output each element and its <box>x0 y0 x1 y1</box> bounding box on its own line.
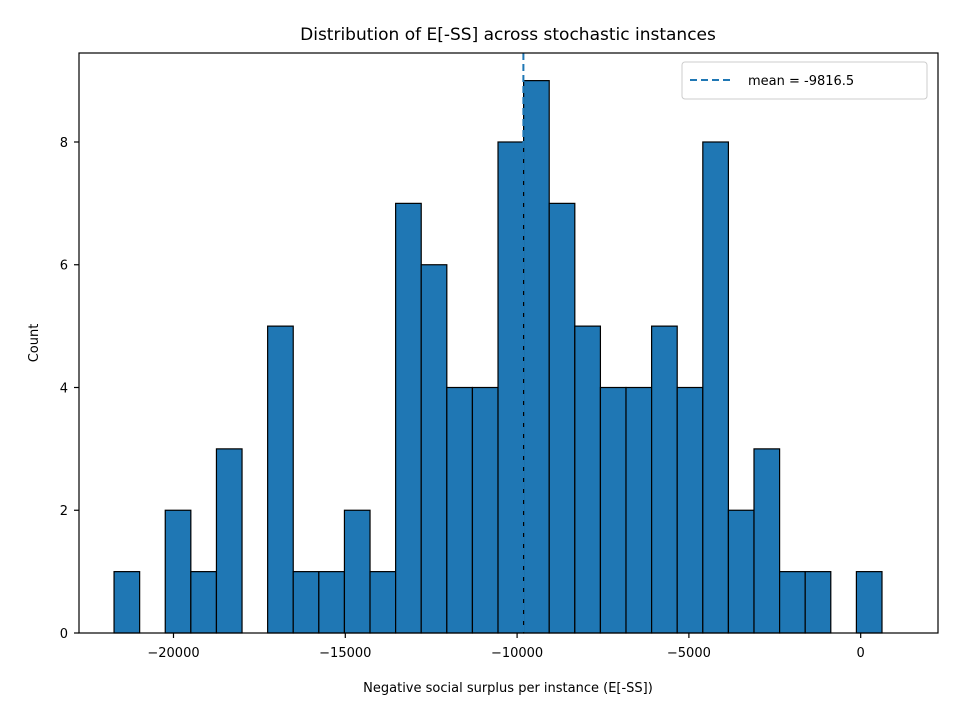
y-tick-label: 4 <box>60 381 68 396</box>
histogram-bar <box>727 509 755 634</box>
legend: mean = -9816.5 <box>681 61 928 100</box>
histogram-bar <box>855 571 883 634</box>
histogram-bar <box>676 386 704 634</box>
y-axis-label: Count <box>27 324 42 363</box>
histogram-bar <box>779 571 806 634</box>
histogram-bar <box>651 325 678 634</box>
histogram-bar <box>267 325 294 634</box>
histogram-bar <box>164 509 192 634</box>
histogram-bar <box>395 202 422 634</box>
x-tick-label: −5000 <box>667 646 711 661</box>
y-axis: 0 2 4 6 8 <box>60 136 79 642</box>
chart-title: Distribution of E[-SS] across stochastic… <box>300 25 716 45</box>
histogram-bar <box>318 571 346 634</box>
bars-group <box>113 80 883 634</box>
histogram-bar <box>215 448 243 634</box>
legend-mean-label: mean = -9816.5 <box>748 74 854 89</box>
y-tick-label: 2 <box>60 504 68 519</box>
histogram-bar <box>190 571 218 634</box>
x-tick-label: −15000 <box>319 646 371 661</box>
histogram-bar <box>471 386 499 634</box>
legend-box <box>681 61 928 100</box>
histogram-bar <box>523 80 550 634</box>
histogram-bar <box>804 571 832 634</box>
histogram-bar <box>548 202 576 634</box>
histogram-bar <box>113 571 141 634</box>
plot-frame <box>78 52 939 634</box>
histogram-bar <box>292 571 320 634</box>
histogram-bar <box>753 448 781 634</box>
histogram-bar <box>497 141 525 634</box>
x-tick-label: 0 <box>857 646 865 661</box>
x-tick-label: −20000 <box>147 646 199 661</box>
histogram-bar <box>574 325 602 634</box>
histogram-bar <box>599 386 627 634</box>
histogram-bar <box>446 386 474 634</box>
histogram-bar <box>369 571 397 634</box>
histogram-bar <box>343 509 371 634</box>
histogram-bar <box>625 386 653 634</box>
x-axis-label: Negative social surplus per instance (E[… <box>363 681 653 696</box>
y-tick-label: 0 <box>60 627 68 642</box>
x-tick-label: −10000 <box>491 646 543 661</box>
histogram-bar <box>420 264 448 634</box>
histogram-bar <box>702 141 730 634</box>
x-axis: −20000 −15000 −10000 −5000 0 <box>147 633 865 661</box>
y-tick-label: 6 <box>60 259 68 274</box>
y-tick-label: 8 <box>60 136 68 151</box>
